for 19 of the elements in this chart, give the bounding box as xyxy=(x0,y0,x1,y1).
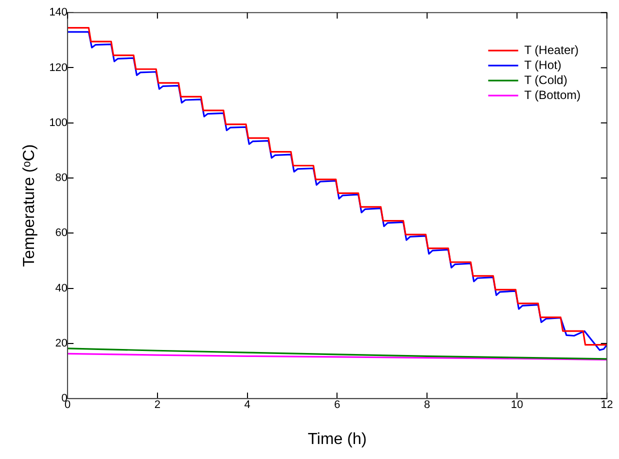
x-tick-label: 6 xyxy=(334,399,340,412)
x-tick-label: 4 xyxy=(244,399,250,412)
x-tick-label: 10 xyxy=(510,399,524,412)
y-tick-label: 80 xyxy=(55,172,68,184)
legend-label: T (Cold) xyxy=(524,72,568,87)
y-tick-label: 100 xyxy=(49,116,68,129)
x-tick-label: 2 xyxy=(154,399,161,412)
legend-label: T (Bottom) xyxy=(524,88,581,102)
y-tick-label: 20 xyxy=(55,337,68,350)
y-tick-label: 120 xyxy=(49,62,68,74)
y-tick-label: 40 xyxy=(55,282,68,294)
y-tick-label: 60 xyxy=(55,227,68,240)
y-axis-title: Temperature (ᵒC) xyxy=(21,144,38,267)
x-axis-title: Time (h) xyxy=(308,430,367,448)
legend-label: T (Hot) xyxy=(524,58,562,72)
x-tick-label: 12 xyxy=(600,399,614,412)
legend-label: T (Heater) xyxy=(524,42,579,57)
y-tick-label: 140 xyxy=(49,6,68,19)
x-tick-label: 8 xyxy=(424,399,430,412)
